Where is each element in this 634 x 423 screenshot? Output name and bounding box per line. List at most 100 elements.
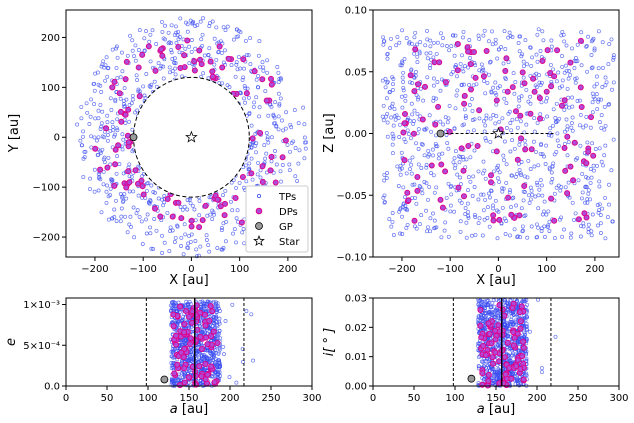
tp-point [246,53,251,58]
tp-point [603,195,608,200]
tp-point [549,170,554,175]
tp-point [610,219,615,224]
tp-point [503,232,508,236]
dp-point [118,118,125,125]
tp-point [445,120,450,125]
tp-point [496,315,501,320]
tp-point [398,172,403,177]
tp-point [502,96,507,101]
tp-point [429,57,433,62]
tp-point [499,45,504,50]
tp-point [385,171,389,175]
tp-point [108,162,113,167]
tp-point [144,217,148,222]
tp-point [611,53,616,58]
tp-point [611,80,616,85]
ai-x-tick-label: 200 [527,393,546,404]
tp-point [488,305,493,310]
tp-point [119,214,124,219]
tp-point [287,168,292,173]
tp-point [413,30,418,35]
dp-point [211,379,218,386]
tp-point [127,222,132,227]
tp-point [480,376,485,381]
tp-point [142,36,147,41]
legend-gp-marker [255,222,263,230]
tp-point [284,110,289,115]
tp-point [119,206,124,211]
dp-point [435,103,442,110]
dp-point [455,184,462,191]
tp-point [105,138,110,143]
tp-point [187,305,192,310]
tp-point [560,78,565,83]
tp-point [573,211,578,216]
tp-point [486,39,491,44]
tp-point [550,177,555,181]
tp-point [493,37,498,42]
dp-point [139,183,146,190]
tp-point [588,125,593,130]
tp-point [585,197,590,202]
tp-point [536,206,541,211]
tp-point [136,87,141,92]
dp-point [186,313,192,320]
tp-point [602,127,607,132]
tp-point [436,156,441,161]
tp-point [120,69,125,74]
tp-point [204,238,209,242]
tp-point [392,114,397,119]
tp-point [591,168,596,173]
tp-point [554,120,559,125]
tp-point [555,138,560,143]
tp-point [422,127,427,132]
tp-point [385,56,390,61]
tp-point [176,377,181,382]
tp-point [487,224,492,229]
dp-point [467,61,474,68]
tp-point [575,42,580,47]
tp-point [154,84,159,89]
tp-point [381,42,386,47]
xy-x-tick-label: 100 [230,264,249,275]
tp-point [414,93,419,98]
tp-point [280,118,284,123]
tp-point [384,176,389,180]
tp-point [193,218,198,223]
tp-point [466,214,471,218]
tp-point [167,249,172,254]
dp-point [536,95,543,101]
tp-point [81,175,86,180]
dp-point [194,326,201,333]
tp-point [566,180,571,185]
tp-point [546,209,551,214]
tp-point [466,175,471,180]
ai-x-tick-label: 300 [609,393,628,404]
tp-point [611,57,616,62]
tp-point [515,171,520,176]
tp-point [462,107,467,112]
legend-tp-marker [256,193,261,198]
tp-point [471,128,476,133]
tp-point [606,102,611,107]
tp-point [537,187,542,192]
dp-point [571,139,578,146]
tp-point [206,243,211,248]
tp-point [420,142,425,147]
tp-point [516,41,521,45]
tp-point [563,185,568,190]
tp-point [452,156,457,161]
dp-point [460,167,467,174]
tp-point [596,97,601,102]
tp-point [395,164,400,169]
dp-point [401,157,408,164]
tp-point [115,76,120,81]
tp-point [517,34,522,39]
tp-point [470,118,475,122]
tp-point [508,188,512,193]
tp-point [472,148,477,153]
tp-point [166,41,171,46]
tp-point [276,127,281,132]
tp-point [133,58,138,63]
